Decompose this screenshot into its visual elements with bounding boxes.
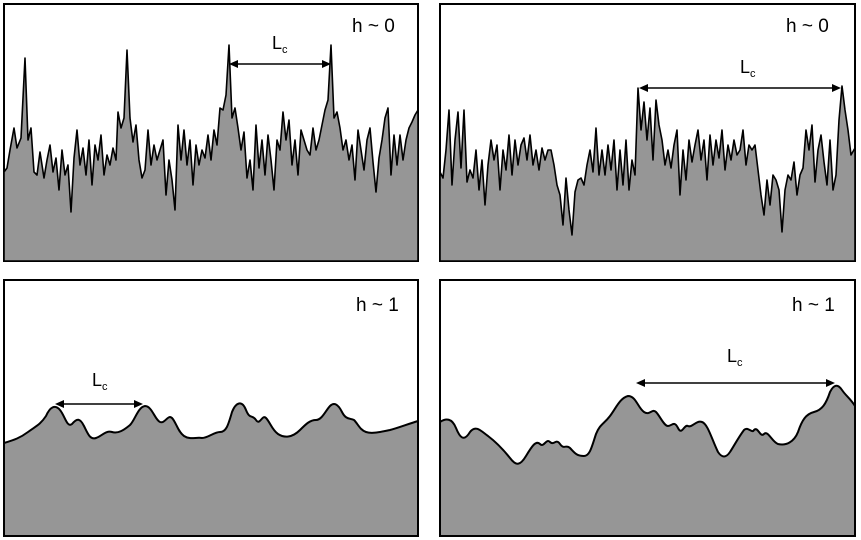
smooth-surface-profile bbox=[439, 384, 856, 537]
lc-arrowhead-right bbox=[322, 60, 331, 68]
lc-label: Lc bbox=[92, 370, 108, 393]
lc-arrowhead-left bbox=[636, 379, 645, 387]
lc-arrowhead-left bbox=[55, 400, 64, 408]
lc-arrowhead-right bbox=[826, 379, 835, 387]
lc-label: Lc bbox=[740, 57, 756, 80]
rough-surface-profile bbox=[3, 44, 419, 262]
correlation-length-arrow: Lc bbox=[636, 346, 835, 387]
exponent-label: h ~ 0 bbox=[352, 16, 395, 37]
exponent-label: h ~ 1 bbox=[792, 295, 835, 316]
lc-arrowhead-left bbox=[229, 60, 238, 68]
lc-arrowhead-right bbox=[134, 400, 143, 408]
panel-bottom-right: Lc h ~ 1 bbox=[439, 279, 856, 537]
smooth-surface-profile bbox=[3, 402, 419, 537]
correlation-length-arrow: Lc bbox=[639, 57, 841, 92]
lc-label: Lc bbox=[727, 346, 743, 369]
lc-label: Lc bbox=[272, 33, 288, 56]
exponent-label: h ~ 0 bbox=[786, 16, 829, 37]
rough-surface-profile bbox=[439, 85, 856, 262]
exponent-label: h ~ 1 bbox=[356, 295, 399, 316]
panel-top-right: Lc h ~ 0 bbox=[439, 3, 856, 262]
correlation-length-arrow: Lc bbox=[55, 370, 143, 408]
lc-arrowhead-left bbox=[639, 84, 648, 92]
correlation-length-arrow: Lc bbox=[229, 33, 331, 68]
lc-arrowhead-right bbox=[832, 84, 841, 92]
panel-top-left: Lc h ~ 0 bbox=[3, 3, 419, 262]
panel-bottom-left: Lc h ~ 1 bbox=[3, 279, 419, 537]
